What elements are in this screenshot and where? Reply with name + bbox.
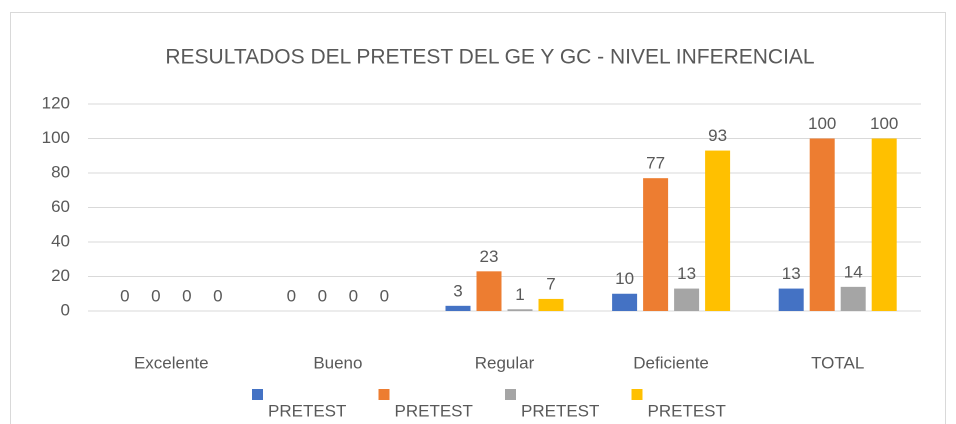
value-label: 23 — [480, 247, 499, 266]
y-tick-label: 60 — [51, 197, 70, 216]
x-tick-label: TOTAL — [811, 353, 864, 372]
bar — [538, 298, 564, 311]
value-label: 0 — [318, 286, 327, 305]
legend-swatch — [252, 389, 263, 400]
value-label: 100 — [870, 114, 898, 133]
legend-label: PRETEST — [268, 401, 346, 420]
x-tick-label: Deficiente — [633, 353, 709, 372]
y-tick-label: 0 — [61, 300, 70, 319]
legend-swatch — [505, 389, 516, 400]
value-label: 0 — [213, 286, 222, 305]
bar — [476, 271, 502, 311]
x-tick-label: Bueno — [313, 353, 362, 372]
value-label: 77 — [646, 154, 665, 173]
value-label: 100 — [808, 114, 836, 133]
bar — [705, 150, 731, 311]
legend-swatch — [631, 389, 643, 400]
value-label: 3 — [453, 281, 462, 300]
value-label: 93 — [708, 126, 727, 145]
bar — [445, 305, 471, 311]
x-tick-label: Excelente — [134, 353, 209, 372]
legend-label: PRETEST — [521, 401, 599, 420]
value-label: 0 — [120, 286, 129, 305]
bar — [840, 286, 866, 311]
chart-title: RESULTADOS DEL PRETEST DEL GE Y GC - NIV… — [165, 46, 814, 69]
value-label: 1 — [515, 285, 524, 304]
value-label: 14 — [844, 262, 863, 281]
bar — [871, 138, 897, 311]
x-tick-label: Regular — [475, 353, 535, 372]
chart-border — [10, 12, 946, 424]
value-label: 7 — [546, 274, 555, 293]
y-tick-label: 20 — [51, 266, 70, 285]
legend-swatch — [378, 389, 390, 400]
value-label: 10 — [615, 269, 634, 288]
bar — [809, 138, 835, 311]
value-label: 13 — [782, 264, 801, 283]
value-label: 0 — [182, 286, 191, 305]
value-label: 0 — [380, 286, 389, 305]
value-label: 0 — [349, 286, 358, 305]
value-label: 13 — [677, 264, 696, 283]
y-tick-label: 100 — [42, 128, 70, 147]
legend-label: PRETEST — [395, 401, 473, 420]
bar — [507, 309, 533, 311]
bar — [643, 178, 669, 311]
bar — [674, 288, 700, 311]
value-label: 0 — [287, 286, 296, 305]
bar — [778, 288, 804, 311]
value-label: 0 — [151, 286, 160, 305]
bar — [612, 293, 638, 311]
y-tick-label: 80 — [51, 162, 70, 181]
legend-label: PRETEST — [648, 401, 726, 420]
y-tick-label: 40 — [51, 231, 70, 250]
y-tick-label: 120 — [42, 93, 70, 112]
